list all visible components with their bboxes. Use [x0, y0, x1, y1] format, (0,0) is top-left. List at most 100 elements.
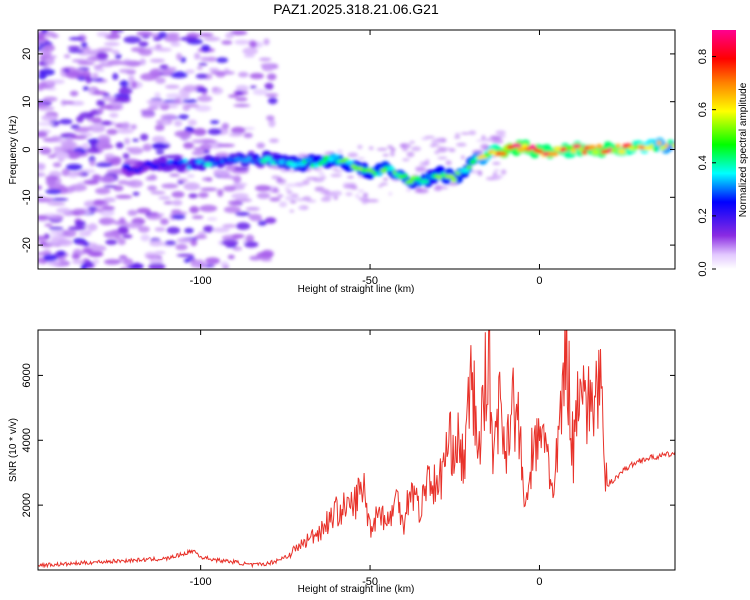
noise-blob: [212, 86, 219, 92]
ridge-core: [313, 163, 319, 168]
noise-blob: [234, 166, 250, 171]
noise-blob: [437, 146, 448, 153]
noise-blob: [119, 60, 136, 66]
noise-blob: [138, 41, 149, 47]
noise-blob: [183, 84, 198, 93]
noise-blob: [198, 32, 214, 37]
noise-blob: [235, 222, 251, 230]
noise-blob: [495, 130, 506, 135]
spectrogram-xlabel: Height of straight line (km): [298, 284, 415, 295]
noise-blob: [49, 235, 67, 239]
noise-blob: [383, 177, 389, 181]
noise-blob: [183, 258, 191, 263]
noise-blob: [191, 150, 206, 156]
noise-blob: [115, 194, 133, 199]
noise-blob: [77, 61, 95, 66]
noise-blob: [61, 168, 70, 177]
noise-blob: [102, 205, 115, 211]
noise-blob: [264, 82, 274, 90]
noise-blob: [210, 120, 220, 125]
noise-blob: [225, 32, 234, 39]
noise-blob: [150, 212, 159, 216]
noise-blob: [69, 184, 87, 192]
snr-xtick-label: -50: [362, 576, 378, 588]
noise-blob: [61, 141, 77, 148]
noise-blob: [203, 225, 214, 233]
noise-blob: [208, 68, 220, 72]
noise-blob: [263, 38, 270, 46]
noise-blob: [114, 97, 131, 103]
noise-blob: [170, 71, 188, 79]
noise-blob: [96, 47, 114, 52]
ridge-core: [253, 154, 260, 159]
ridge-core: [611, 148, 618, 153]
ridge-core: [233, 157, 243, 162]
noise-blob: [154, 227, 166, 232]
noise-blob: [266, 73, 277, 81]
noise-blob: [406, 188, 412, 192]
noise-blob: [171, 211, 188, 215]
noise-blob: [201, 139, 218, 143]
ridge-core: [405, 179, 414, 185]
ridge-core: [466, 165, 472, 170]
noise-blob: [127, 179, 143, 188]
noise-blob: [55, 152, 70, 160]
noise-blob: [38, 215, 49, 221]
noise-blob: [147, 185, 158, 191]
noise-blob: [118, 87, 133, 95]
noise-blob: [435, 137, 443, 143]
noise-blob: [90, 245, 107, 252]
noise-blob: [61, 100, 75, 105]
noise-blob: [100, 105, 114, 109]
snr-ytick-label: 2000: [21, 493, 33, 517]
noise-blob: [131, 80, 138, 89]
noise-blob: [259, 57, 272, 62]
ridge-core: [250, 159, 256, 165]
noise-blob: [289, 169, 296, 173]
noise-blob: [130, 47, 146, 53]
noise-blob: [213, 169, 222, 174]
spectrogram-x-ticks: -100 -50 0: [190, 30, 543, 287]
colorbar-tick-label: 0.6: [697, 102, 709, 117]
noise-blob: [178, 114, 189, 120]
noise-blob: [257, 220, 267, 226]
noise-blob: [217, 143, 236, 148]
snr-ytick-label: 4000: [21, 428, 33, 452]
noise-blob: [111, 49, 120, 55]
noise-blob: [73, 127, 90, 133]
noise-blob: [136, 31, 153, 37]
ridge-core: [596, 144, 603, 149]
colorbar-tick-label: 0.2: [697, 208, 709, 223]
spectrogram-ytick-label: -10: [21, 189, 33, 205]
noise-blob: [261, 64, 275, 72]
noise-blob: [234, 39, 250, 45]
figure-title: PAZ1.2025.318.21.06.G21: [273, 1, 439, 17]
noise-blob: [269, 197, 281, 202]
noise-blob: [101, 120, 113, 126]
noise-blob: [80, 263, 88, 269]
noise-blob: [318, 171, 325, 176]
noise-blob: [160, 114, 177, 121]
noise-blob: [207, 128, 222, 135]
snr-panel: -100 -50 0 2000 4000 6000 Height of straight…: [8, 329, 676, 595]
noise-blob: [227, 254, 235, 260]
noise-blob: [355, 193, 360, 199]
noise-blob: [188, 193, 198, 199]
noise-blob: [162, 120, 169, 125]
noise-blob: [118, 68, 136, 74]
noise-blob: [205, 257, 221, 265]
noise-blob: [242, 47, 258, 55]
noise-blob: [150, 190, 166, 195]
noise-blob: [200, 187, 218, 192]
ridge-core: [122, 164, 131, 169]
ridge-core: [587, 145, 597, 150]
noise-blob: [45, 188, 62, 195]
noise-blob: [302, 196, 312, 202]
noise-blob: [324, 151, 335, 155]
noise-blob: [275, 178, 287, 184]
noise-blob: [235, 97, 248, 102]
spectrogram-noise: [38, 30, 507, 269]
noise-blob: [105, 239, 118, 245]
noise-blob: [198, 192, 209, 199]
noise-blob: [201, 44, 211, 52]
